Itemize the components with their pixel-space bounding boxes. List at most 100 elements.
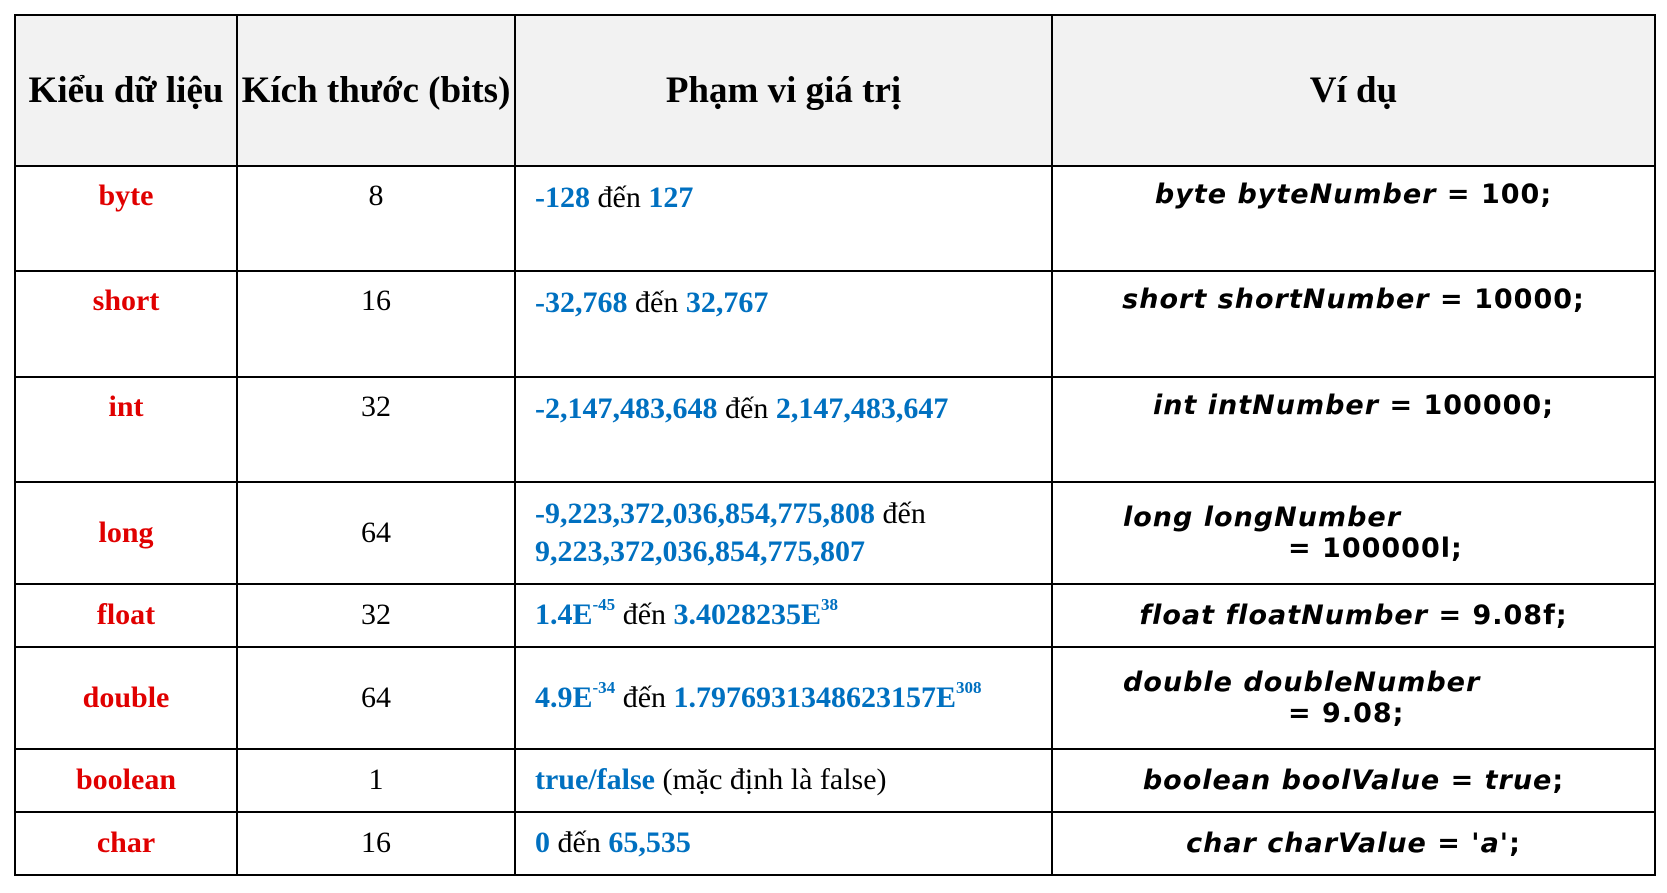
table-row: boolean 1 true/false (mặc định là false)… xyxy=(14,748,1656,813)
range-min: 0 xyxy=(535,826,550,860)
type-name: int xyxy=(14,375,238,483)
example-name: doubleNumber xyxy=(1243,666,1481,698)
range-max: 1.7976931348623157E308 xyxy=(673,677,982,714)
example-equals: = xyxy=(1288,697,1312,729)
example-type: char xyxy=(1186,827,1257,859)
type-name: byte xyxy=(14,164,238,273)
range-max: 3.4028235E38 xyxy=(673,595,839,632)
type-example: int intNumber = 100000; xyxy=(1051,375,1656,483)
example-code: char charValue = 'a'; xyxy=(1063,828,1644,859)
range-connector: đến xyxy=(882,496,926,530)
range-min-exponent: -34 xyxy=(592,677,616,697)
example-semicolon: ; xyxy=(1540,179,1553,210)
table-row: int 32 -2,147,483,648 đến 2,147,483,647 … xyxy=(14,375,1656,483)
range-max: 65,535 xyxy=(608,826,691,860)
example-type: int xyxy=(1152,389,1198,421)
header-example: Ví dụ xyxy=(1051,14,1656,167)
example-name: boolValue xyxy=(1281,764,1441,796)
example-value: 9.08f xyxy=(1472,599,1556,631)
type-name: char xyxy=(14,810,238,877)
example-type: float xyxy=(1139,599,1216,631)
type-size: 64 xyxy=(236,480,516,585)
example-code: byte byteNumber = 100; xyxy=(1063,179,1644,210)
example-type: byte xyxy=(1154,179,1228,210)
example-name: charValue xyxy=(1267,827,1427,859)
example-code: long longNumber = 100000l; xyxy=(1063,502,1644,564)
type-example: short shortNumber = 10000; xyxy=(1051,270,1656,378)
header-row: Kiểu dữ liệu Kích thước (bits) Phạm vi g… xyxy=(14,14,1656,167)
example-equals: = xyxy=(1389,389,1414,421)
type-size: 16 xyxy=(236,810,516,877)
range-min: 1.4E-45 xyxy=(535,595,616,632)
range-max-exponent: 308 xyxy=(956,677,982,697)
header-range: Phạm vi giá trị xyxy=(514,14,1053,167)
example-semicolon: ; xyxy=(1392,697,1405,729)
example-code: short shortNumber = 10000; xyxy=(1063,284,1644,315)
example-code: int intNumber = 100000; xyxy=(1063,390,1644,421)
range-max: 127 xyxy=(648,181,694,214)
header-size: Kích thước (bits) xyxy=(236,14,516,167)
example-value: 10000 xyxy=(1474,284,1574,316)
table-row: long 64 -9,223,372,036,854,775,808 đến 9,… xyxy=(14,480,1656,585)
range-connector: đến xyxy=(557,826,601,860)
example-semicolon: ; xyxy=(1555,599,1568,631)
type-name: boolean xyxy=(14,748,238,813)
example-name: floatNumber xyxy=(1225,599,1429,631)
type-size: 16 xyxy=(236,270,516,378)
example-equals: = xyxy=(1446,179,1471,210)
example-value: 100000l xyxy=(1322,532,1452,564)
example-semicolon: ; xyxy=(1542,389,1555,421)
range-connector: đến xyxy=(635,286,679,320)
example-code: boolean boolValue = true; xyxy=(1063,765,1644,796)
type-example: float floatNumber = 9.08f; xyxy=(1051,582,1656,648)
range-min: -9,223,372,036,854,775,808 xyxy=(535,496,875,530)
type-example: double doubleNumber = 9.08; xyxy=(1051,645,1656,751)
table-row: char 16 0 đến 65,535 char charValue = 'a… xyxy=(14,810,1656,877)
type-range: 4.9E-34 đến 1.7976931348623157E308 xyxy=(514,645,1053,751)
example-name: intNumber xyxy=(1207,389,1380,421)
example-type: short xyxy=(1122,284,1208,316)
example-value: true xyxy=(1484,764,1553,796)
example-equals: = xyxy=(1438,599,1463,631)
range-connector: đến xyxy=(725,391,769,425)
range-connector: đến xyxy=(622,680,667,714)
table-row: byte 8 -128 đến 127 byte byteNumber = 10… xyxy=(14,164,1656,273)
example-equals: = xyxy=(1440,284,1464,316)
type-name: float xyxy=(14,582,238,648)
example-code: float floatNumber = 9.08f; xyxy=(1063,600,1644,631)
example-value: 100 xyxy=(1480,179,1541,210)
type-range: true/false (mặc định là false) xyxy=(514,748,1053,813)
type-example: boolean boolValue = true; xyxy=(1051,748,1656,813)
range-max: 2,147,483,647 xyxy=(775,391,949,425)
example-code: double doubleNumber = 9.08; xyxy=(1063,667,1644,729)
data-types-table: Kiểu dữ liệu Kích thước (bits) Phạm vi g… xyxy=(14,14,1656,877)
header-type: Kiểu dữ liệu xyxy=(14,14,238,167)
type-range: -32,768 đến 32,767 xyxy=(514,270,1053,378)
example-name: shortNumber xyxy=(1217,284,1430,316)
range-connector: đến xyxy=(622,598,667,632)
type-range: -9,223,372,036,854,775,808 đến 9,223,372,… xyxy=(514,480,1053,585)
range-min: -128 xyxy=(535,181,590,214)
type-size: 8 xyxy=(236,164,516,273)
range-max: 9,223,372,036,854,775,807 xyxy=(535,534,865,568)
range-connector: đến xyxy=(597,181,641,214)
example-equals: = xyxy=(1450,764,1475,796)
type-name: short xyxy=(14,270,238,378)
table-row: float 32 1.4E-45 đến 3.4028235E38 float … xyxy=(14,582,1656,648)
range-min: -32,768 xyxy=(535,286,628,320)
type-size: 1 xyxy=(236,748,516,813)
example-name: longNumber xyxy=(1203,501,1402,533)
type-range: -128 đến 127 xyxy=(514,164,1053,273)
example-semicolon: ; xyxy=(1509,827,1521,859)
example-value: 100000 xyxy=(1423,389,1543,421)
type-size: 64 xyxy=(236,645,516,751)
example-equals: = xyxy=(1288,532,1312,564)
type-range: 1.4E-45 đến 3.4028235E38 xyxy=(514,582,1053,648)
type-range: 0 đến 65,535 xyxy=(514,810,1053,877)
example-type: boolean xyxy=(1142,764,1272,796)
range-value: true/false xyxy=(535,763,655,797)
type-name: long xyxy=(14,480,238,585)
type-example: long longNumber = 100000l; xyxy=(1051,480,1656,585)
type-example: byte byteNumber = 100; xyxy=(1051,164,1656,273)
range-min-exponent: -45 xyxy=(592,595,616,615)
